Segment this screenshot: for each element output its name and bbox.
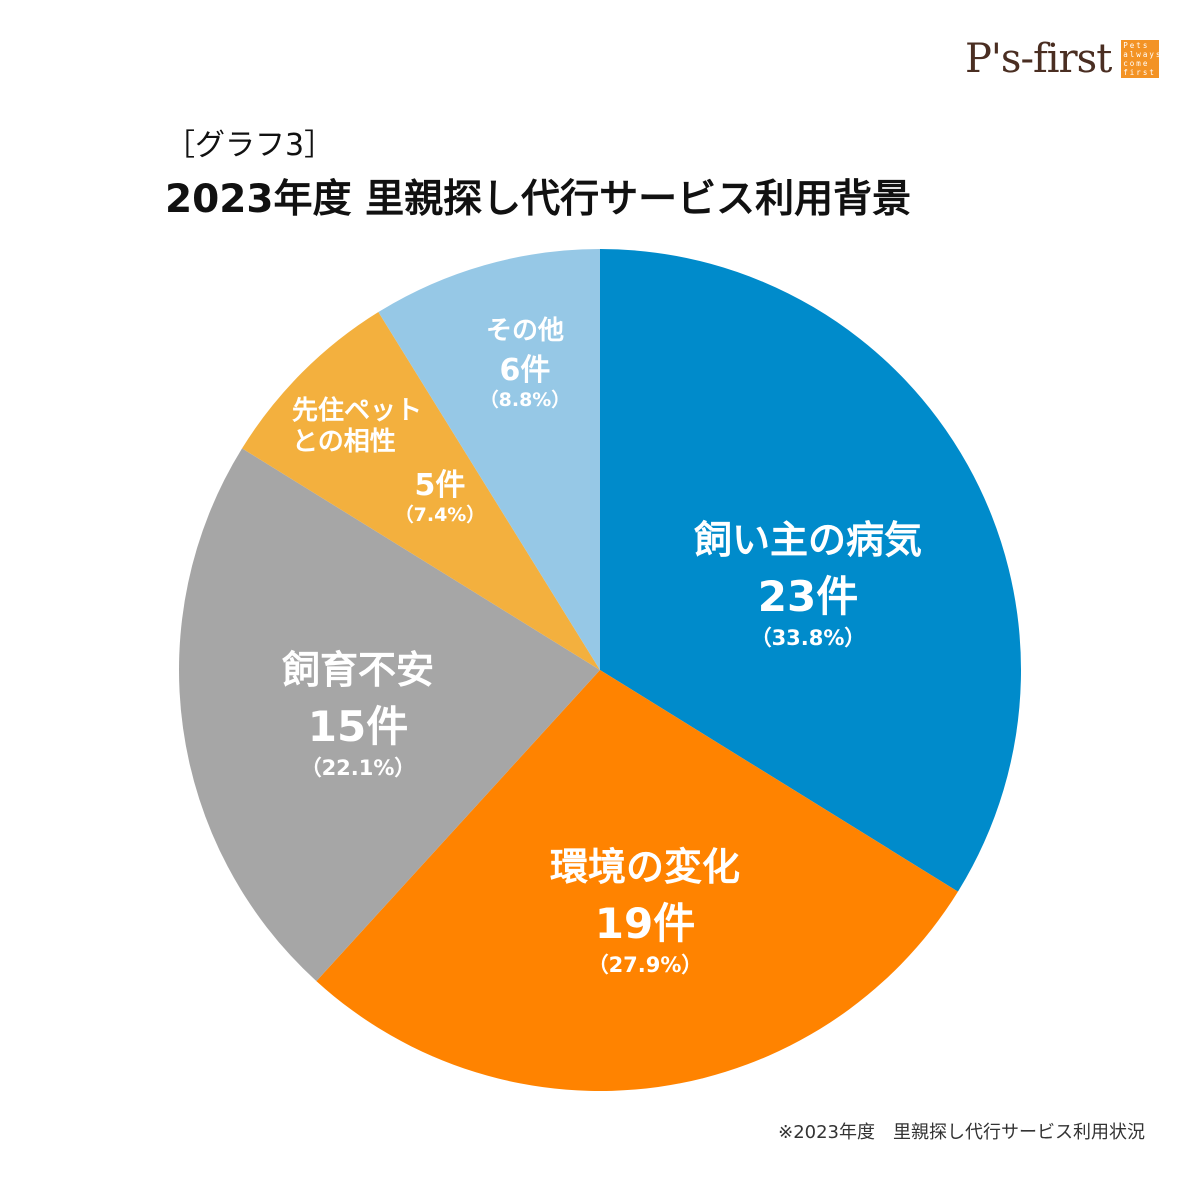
slice-label-3: 先住ペット との相性 [292,396,423,458]
logo-text: P's-first [965,36,1112,82]
chart-title: 2023年度 里親探し代行サービス利用背景 [165,177,912,222]
pie-slice-3 [242,312,600,670]
slice-label-4: その他 6件 （8.8%） [479,316,571,412]
pie-slice-1 [316,670,958,1092]
slice-value-3: 5件 （7.4%） [394,468,486,526]
footnote: ※2023年度 里親探し代行サービス利用状況 [778,1122,1145,1143]
logo: P's-first Pets always come first [965,36,1163,82]
slice-label-2: 飼育不安 15件 （22.1%） [281,648,435,780]
pie-slice-0 [600,249,1021,892]
slice-label-1: 環境の変化 19件 （27.9%） [549,845,741,977]
pie-slice-2 [178,448,600,982]
slice-label-0: 飼い主の病気 23件 （33.8%） [693,518,923,650]
chart-subtitle: ［グラフ3］ [165,128,335,163]
pie-slice-4 [378,249,600,670]
logo-badge: Pets always come first [1121,40,1163,78]
